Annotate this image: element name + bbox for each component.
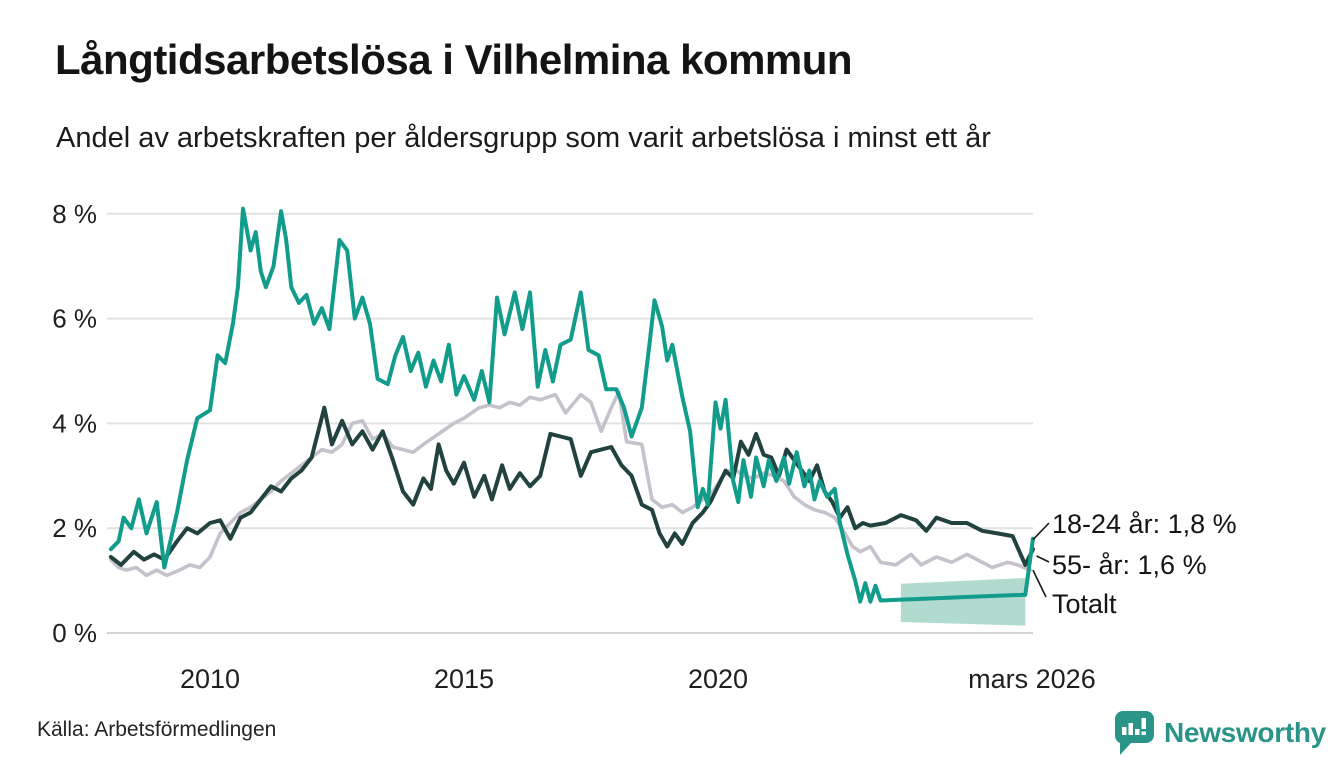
x-tick-label: mars 2026 <box>968 664 1096 694</box>
annotation-label-totalt: Totalt <box>1052 589 1117 619</box>
uncertainty-band <box>900 577 1026 626</box>
source-text: Källa: Arbetsförmedlingen <box>37 718 277 741</box>
annotation-leader-line <box>1032 569 1047 598</box>
annotation-label-55: 55- år: 1,6 % <box>1052 550 1207 580</box>
y-tick-label: 8 % <box>52 199 97 229</box>
page-subtitle: Andel av arbetskraften per åldersgrupp s… <box>56 122 991 154</box>
y-tick-label: 4 % <box>52 408 97 438</box>
newsworthy-wordmark: Newsworthy <box>1164 717 1326 748</box>
newsworthy-brand: Newsworthy <box>1114 710 1326 756</box>
page-title: Långtidsarbetslösa i Vilhelmina kommun <box>55 36 853 83</box>
y-tick-label: 2 % <box>52 513 97 543</box>
y-tick-label: 0 % <box>52 618 97 648</box>
series-line-18-24-r <box>108 206 1035 604</box>
annotation-leader-line <box>1036 555 1050 563</box>
x-tick-label: 2015 <box>434 664 494 694</box>
x-tick-label: 2010 <box>180 664 240 694</box>
newsworthy-logo-icon <box>1114 711 1154 755</box>
series-line-55-r <box>108 405 1035 567</box>
series-line-totalt <box>109 390 1033 578</box>
annotation-label-18-24: 18-24 år: 1,8 % <box>1052 509 1237 539</box>
x-tick-label: 2020 <box>688 664 748 694</box>
y-tick-label: 6 % <box>52 304 97 334</box>
annotation-leader-line <box>1032 522 1050 541</box>
